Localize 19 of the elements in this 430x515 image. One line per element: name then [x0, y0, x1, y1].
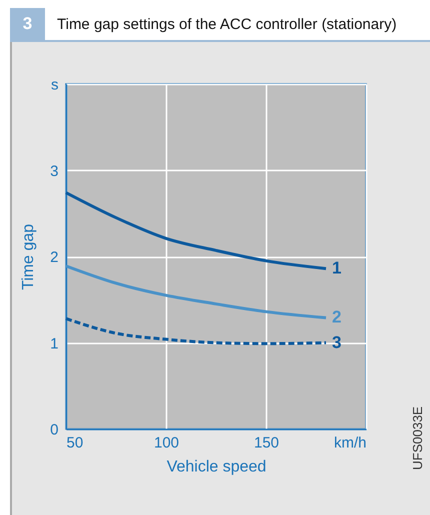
- y-tick-label: 3: [50, 162, 58, 180]
- y-tick-label: 2: [50, 249, 58, 266]
- y-tick-label: s: [51, 76, 58, 94]
- line-series: [64, 264, 328, 320]
- x-axis-title: Vehicle speed: [166, 458, 266, 476]
- line-series: [64, 191, 328, 270]
- x-tick-label: km/h: [334, 434, 366, 452]
- chart-title: Time gap settings of the ACC controller (stationary): [56, 16, 397, 32]
- y-tick-label: 0: [50, 422, 58, 438]
- y-tick-label: 1: [50, 335, 58, 352]
- x-tick-label: 50: [66, 434, 84, 452]
- x-tick-label: 100: [154, 434, 180, 452]
- y-axis-title: Time gap: [20, 224, 38, 290]
- series-label: 2: [332, 308, 342, 327]
- series-label: 3: [332, 332, 342, 352]
- text: UFS0033E: [410, 406, 425, 470]
- series-label: 1: [332, 258, 342, 278]
- x-tick-label: 150: [254, 434, 280, 452]
- line-series: [64, 317, 328, 346]
